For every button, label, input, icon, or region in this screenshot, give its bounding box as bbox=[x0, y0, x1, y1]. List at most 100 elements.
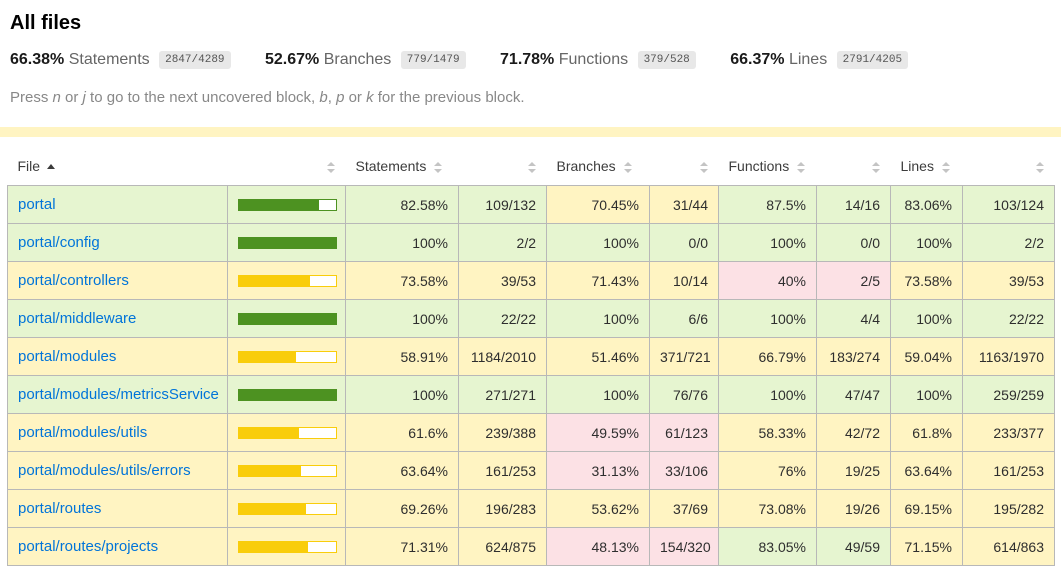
table-row: portal/routes 69.26% 196/283 53.62% 37/69 73.… bbox=[7, 489, 1055, 528]
file-link[interactable]: portal/middleware bbox=[18, 310, 137, 327]
file-cell: portal/modules/metricsService bbox=[7, 375, 228, 414]
statements-raw-cell: 161/253 bbox=[458, 451, 547, 490]
coverage-bar-cell bbox=[227, 337, 346, 376]
functions-pct-cell: 100% bbox=[718, 299, 817, 338]
summary-metric-lines: 66.37% Lines 2791/4205 bbox=[730, 51, 909, 69]
branches-pct-cell: 31.13% bbox=[546, 451, 650, 490]
branches-raw-cell: 0/0 bbox=[649, 223, 719, 262]
file-cell: portal/config bbox=[7, 223, 228, 262]
statements-pct-cell: 100% bbox=[345, 223, 459, 262]
coverage-bar-fill bbox=[239, 503, 307, 514]
sort-toggle-icon bbox=[941, 161, 951, 173]
coverage-bar-cell bbox=[227, 261, 346, 300]
statements-raw-cell: 39/53 bbox=[458, 261, 547, 300]
functions-pct-cell: 100% bbox=[718, 375, 817, 414]
coverage-bar bbox=[238, 274, 337, 287]
column-header-label: Statements bbox=[355, 158, 427, 174]
lines-pct-cell: 71.15% bbox=[890, 527, 963, 566]
statements-pct-cell: 63.64% bbox=[345, 451, 459, 490]
table-row: portal/modules/metricsService 100% 271/271… bbox=[7, 375, 1055, 414]
file-link[interactable]: portal/modules/metricsService bbox=[18, 386, 219, 403]
file-link[interactable]: portal/routes bbox=[18, 500, 102, 517]
summary-metrics: 66.38% Statements 2847/4289 52.67% Branc… bbox=[10, 51, 1051, 69]
lines-raw-cell: 233/377 bbox=[962, 413, 1055, 452]
sort-toggle-icon bbox=[1035, 161, 1045, 173]
file-cell: portal/middleware bbox=[7, 299, 228, 338]
statements-raw-cell: 109/132 bbox=[458, 185, 547, 224]
coverage-bar-cell bbox=[227, 451, 346, 490]
coverage-bar bbox=[238, 236, 337, 249]
coverage-bar-fill bbox=[239, 275, 311, 286]
coverage-bar-fill bbox=[239, 427, 299, 438]
branches-raw-cell: 154/320 bbox=[649, 527, 719, 566]
table-row: portal/modules/utils/errors 63.64% 161/253… bbox=[7, 451, 1055, 490]
sort-toggle-icon bbox=[527, 161, 537, 173]
branches-raw-cell: 37/69 bbox=[649, 489, 719, 528]
column-header-chart[interactable] bbox=[228, 147, 346, 186]
sort-toggle-icon bbox=[326, 161, 336, 173]
column-header-statements-raw[interactable] bbox=[459, 147, 547, 186]
file-link[interactable]: portal/modules bbox=[18, 348, 117, 365]
column-header-branches-pct[interactable]: Branches bbox=[547, 147, 650, 186]
column-header-functions-pct[interactable]: Functions bbox=[719, 147, 817, 186]
column-header-statements-pct[interactable]: Statements bbox=[346, 147, 459, 186]
branches-raw-cell: 61/123 bbox=[649, 413, 719, 452]
file-link[interactable]: portal/routes/projects bbox=[18, 538, 159, 555]
column-header-lines-pct[interactable]: Lines bbox=[891, 147, 963, 186]
coverage-bar-fill bbox=[239, 199, 320, 210]
column-header-file[interactable]: File bbox=[8, 147, 228, 186]
metric-fraction-badge: 779/1479 bbox=[400, 51, 466, 69]
file-cell: portal/routes bbox=[7, 489, 228, 528]
metric-label: Statements bbox=[68, 51, 150, 68]
functions-pct-cell: 66.79% bbox=[718, 337, 817, 376]
summary-metric-branches: 52.67% Branches 779/1479 bbox=[265, 51, 466, 69]
lines-pct-cell: 100% bbox=[890, 299, 963, 338]
statements-raw-cell: 196/283 bbox=[458, 489, 547, 528]
branches-pct-cell: 49.59% bbox=[546, 413, 650, 452]
statements-pct-cell: 58.91% bbox=[345, 337, 459, 376]
coverage-bar bbox=[238, 502, 337, 515]
functions-raw-cell: 14/16 bbox=[816, 185, 891, 224]
functions-raw-cell: 47/47 bbox=[816, 375, 891, 414]
statements-raw-cell: 271/271 bbox=[458, 375, 547, 414]
lines-pct-cell: 83.06% bbox=[890, 185, 963, 224]
branches-raw-cell: 33/106 bbox=[649, 451, 719, 490]
sort-toggle-icon bbox=[797, 161, 806, 173]
branches-pct-cell: 48.13% bbox=[546, 527, 650, 566]
lines-pct-cell: 63.64% bbox=[890, 451, 963, 490]
file-cell: portal/controllers bbox=[7, 261, 228, 300]
file-link[interactable]: portal/config bbox=[18, 234, 100, 251]
coverage-table-body: portal 82.58% 109/132 70.45% 31/44 87.5% 14/16… bbox=[7, 185, 1055, 566]
column-header-branches-raw[interactable] bbox=[650, 147, 719, 186]
statements-pct-cell: 61.6% bbox=[345, 413, 459, 452]
metric-fraction-badge: 379/528 bbox=[637, 51, 696, 69]
table-container: File Statements Branches Functions bbox=[0, 137, 1061, 566]
functions-raw-cell: 19/26 bbox=[816, 489, 891, 528]
statements-raw-cell: 22/22 bbox=[458, 299, 547, 338]
column-header-label: Functions bbox=[728, 158, 790, 174]
metric-fraction-badge: 2847/4289 bbox=[159, 51, 231, 69]
functions-raw-cell: 0/0 bbox=[816, 223, 891, 262]
file-link[interactable]: portal/controllers bbox=[18, 272, 129, 289]
file-link[interactable]: portal bbox=[18, 196, 56, 213]
table-row: portal 82.58% 109/132 70.45% 31/44 87.5% 14/16… bbox=[7, 185, 1055, 224]
table-row: portal/modules/utils 61.6% 239/388 49.59% 61… bbox=[7, 413, 1055, 452]
coverage-bar-fill bbox=[239, 389, 336, 400]
branches-raw-cell: 371/721 bbox=[649, 337, 719, 376]
column-header-lines-raw[interactable] bbox=[963, 147, 1055, 186]
file-link[interactable]: portal/modules/utils/errors bbox=[18, 462, 191, 479]
lines-raw-cell: 161/253 bbox=[962, 451, 1055, 490]
branches-pct-cell: 100% bbox=[546, 223, 650, 262]
metric-label: Functions bbox=[558, 51, 629, 68]
functions-pct-cell: 100% bbox=[718, 223, 817, 262]
branches-pct-cell: 51.46% bbox=[546, 337, 650, 376]
file-link[interactable]: portal/modules/utils bbox=[18, 424, 148, 441]
lines-raw-cell: 1163/1970 bbox=[962, 337, 1055, 376]
coverage-bar bbox=[238, 350, 337, 363]
table-row: portal/config 100% 2/2 100% 0/0 100% 0/0 100% 2/… bbox=[7, 223, 1055, 262]
column-header-functions-raw[interactable] bbox=[817, 147, 891, 186]
file-cell: portal/modules/utils bbox=[7, 413, 228, 452]
table-row: portal/controllers 73.58% 39/53 71.43% 10/14… bbox=[7, 261, 1055, 300]
column-header-label: Branches bbox=[556, 158, 616, 174]
